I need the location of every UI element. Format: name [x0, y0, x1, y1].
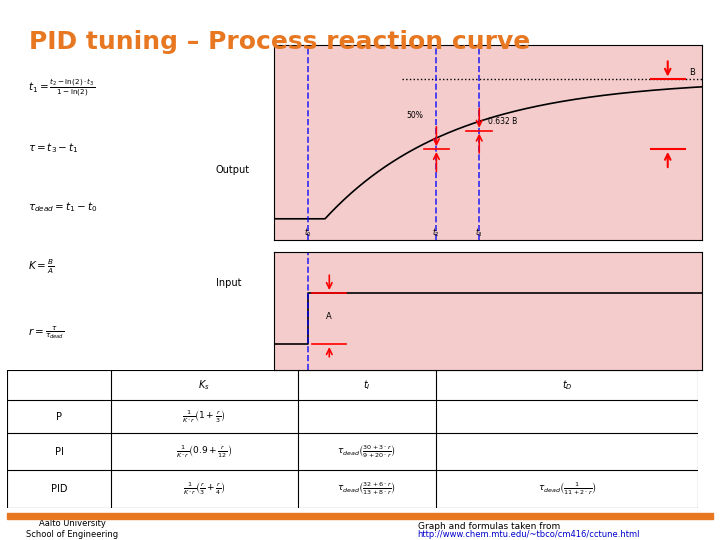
Text: $\frac{1}{K \cdot r}\left(\frac{r}{3}+\frac{r}{4}\right)$: $\frac{1}{K \cdot r}\left(\frac{r}{3}+\f… — [183, 481, 225, 497]
Text: $\tau_{dead}\left(\frac{1}{11+2\cdot r}\right)$: $\tau_{dead}\left(\frac{1}{11+2\cdot r}\… — [538, 481, 597, 497]
Text: PI: PI — [55, 447, 63, 457]
Text: Graph and formulas taken from: Graph and formulas taken from — [418, 522, 560, 531]
Text: $r = \frac{\tau}{\tau_{dead}}$: $r = \frac{\tau}{\tau_{dead}}$ — [28, 323, 64, 341]
Text: $t_2$: $t_2$ — [433, 226, 441, 239]
Text: 0.632 B: 0.632 B — [488, 117, 517, 126]
Text: B: B — [689, 68, 695, 77]
Text: Input: Input — [216, 279, 241, 288]
Text: PID tuning – Process reaction curve: PID tuning – Process reaction curve — [29, 30, 530, 53]
Text: PID: PID — [51, 484, 67, 494]
Text: $t_1 = \frac{t_2 - \ln(2) \cdot t_3}{1 - \ln(2)}$: $t_1 = \frac{t_2 - \ln(2) \cdot t_3}{1 -… — [28, 78, 95, 99]
Text: $t_I$: $t_I$ — [363, 378, 371, 392]
Text: Aalto University
School of Engineering: Aalto University School of Engineering — [26, 519, 118, 539]
Text: $\tau = t_3 - t_1$: $\tau = t_3 - t_1$ — [28, 141, 78, 155]
Text: $K_s$: $K_s$ — [198, 378, 210, 392]
Text: $\frac{1}{K \cdot r}\left(1+\frac{r}{3}\right)$: $\frac{1}{K \cdot r}\left(1+\frac{r}{3}\… — [182, 408, 226, 425]
Text: Output: Output — [216, 165, 250, 175]
Text: $\tau_{dead} = t_1 - t_0$: $\tau_{dead} = t_1 - t_0$ — [28, 200, 97, 214]
Text: 50%: 50% — [407, 111, 423, 120]
Text: A: A — [326, 312, 332, 321]
Text: $t_D$: $t_D$ — [562, 378, 572, 392]
Text: $K = \frac{B}{A}$: $K = \frac{B}{A}$ — [28, 258, 55, 276]
Text: $t_0$: $t_0$ — [304, 226, 312, 239]
Text: http://www.chem.mtu.edu/~tbco/cm416/cctune.html: http://www.chem.mtu.edu/~tbco/cm416/cctu… — [418, 530, 640, 539]
Text: $t_3$: $t_3$ — [475, 226, 483, 239]
Text: $\tau_{dead}\left(\frac{32+6\cdot r}{13+8\cdot r}\right)$: $\tau_{dead}\left(\frac{32+6\cdot r}{13+… — [337, 481, 396, 497]
Text: $\tau_{dead}\left(\frac{30+3\cdot r}{9+20\cdot r}\right)$: $\tau_{dead}\left(\frac{30+3\cdot r}{9+2… — [337, 443, 396, 460]
Text: P: P — [56, 411, 62, 422]
Text: $\frac{1}{K \cdot r}\left(0.9+\frac{r}{12}\right)$: $\frac{1}{K \cdot r}\left(0.9+\frac{r}{1… — [176, 443, 232, 460]
